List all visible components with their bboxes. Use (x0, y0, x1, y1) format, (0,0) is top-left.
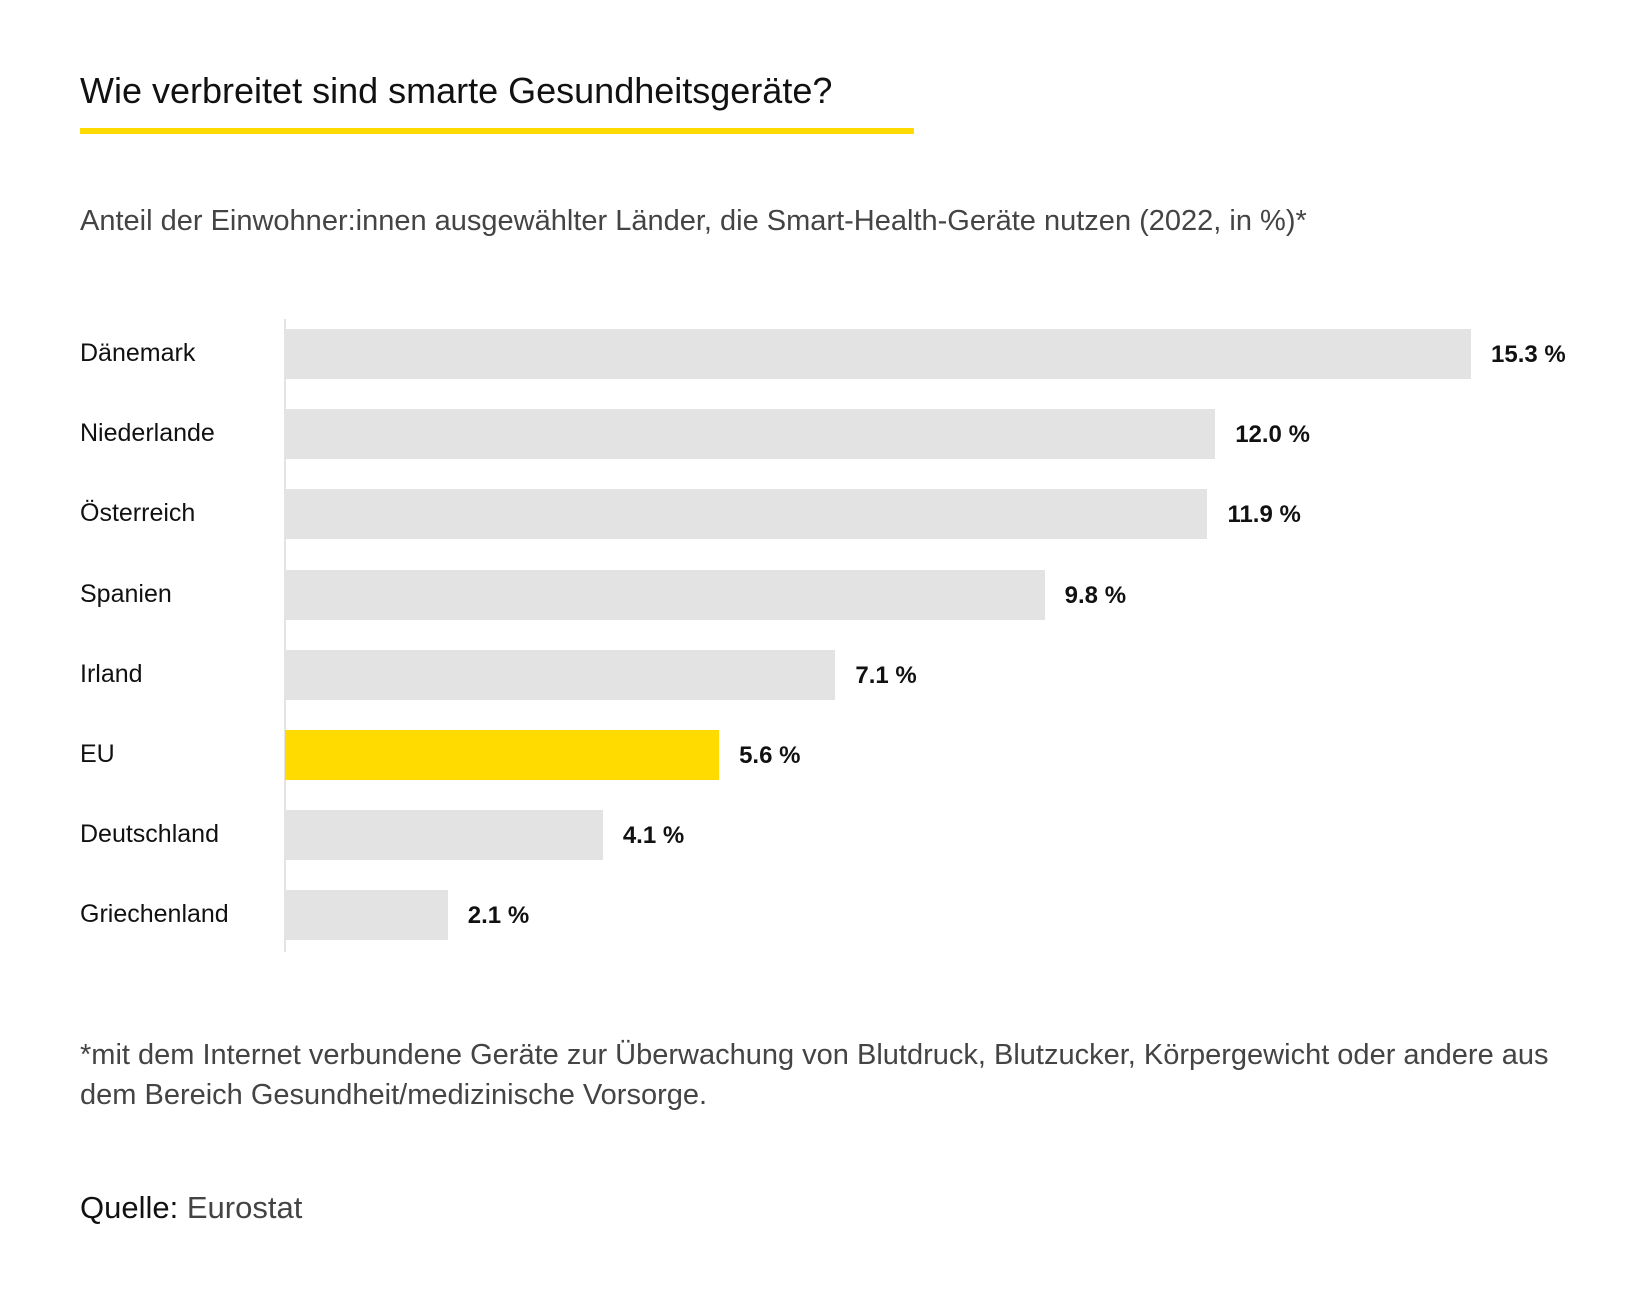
category-label: Deutschland (80, 820, 219, 849)
data-label: 15.3 % (1491, 341, 1566, 368)
data-label: 11.9 % (1227, 501, 1301, 529)
category-label: Spanien (80, 579, 172, 608)
footnote: *mit dem Internet verbundene Geräte zur … (80, 1039, 1549, 1111)
bar-chart: Dänemark 15.3 % Niederlande 12.0 % Österreic… (0, 300, 1648, 980)
bar (285, 810, 603, 861)
bar (285, 649, 836, 700)
data-label: 5.6 % (739, 742, 801, 769)
bar (285, 329, 1471, 379)
category-label: Dänemark (80, 339, 196, 367)
bar (285, 890, 448, 941)
bar (285, 409, 1216, 460)
title-underline (80, 128, 914, 134)
data-label: 7.1 % (855, 661, 917, 689)
category-label: Österreich (80, 499, 196, 528)
source: Quelle: Eurostat (80, 1190, 302, 1226)
chart-subtitle: Anteil der Einwohner:innen ausgewählter … (80, 205, 1307, 237)
bar (285, 489, 1208, 540)
bar (285, 569, 1045, 620)
category-label: Irland (80, 659, 143, 688)
category-label: Niederlande (80, 419, 215, 448)
data-label: 12.0 % (1235, 421, 1310, 449)
data-label: 2.1 % (467, 902, 530, 930)
bar-highlight (285, 730, 720, 780)
source-label: Quelle: (80, 1190, 179, 1225)
category-label: Griechenland (80, 900, 229, 929)
category-label: EU (80, 740, 115, 768)
y-axis-line (284, 319, 286, 952)
data-label: 9.8 % (1064, 581, 1127, 609)
source-value: Eurostat (186, 1190, 303, 1225)
data-label: 4.1 % (622, 822, 685, 850)
chart-title: Wie verbreitet sind smarte Gesundheitsge… (80, 70, 833, 111)
